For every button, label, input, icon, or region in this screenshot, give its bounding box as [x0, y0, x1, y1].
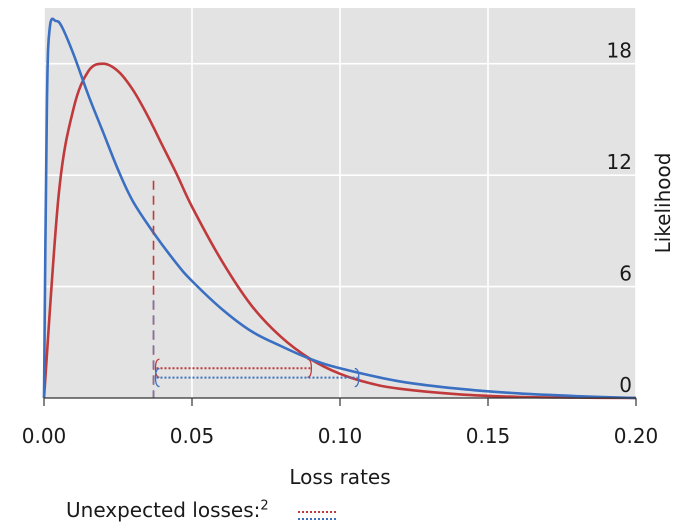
y-tick-label-1: 6	[619, 262, 632, 286]
y-axis-ticks: 0 6 12 18	[607, 39, 632, 397]
range-bracket-left-0	[154, 358, 160, 378]
unexpected-loss-annotations	[152, 180, 360, 398]
legend-label-text: Unexpected losses:	[66, 498, 261, 522]
legend-unexpected-losses: Unexpected losses:2	[66, 498, 269, 522]
range-bracket-right-1	[354, 367, 360, 388]
grid	[43, 8, 637, 398]
y-axis-title: Likelihood	[651, 153, 675, 254]
x-tick-label-1: 0.05	[170, 424, 215, 448]
range-bracket-right-0	[307, 358, 313, 378]
range-bracket-left-1	[154, 367, 160, 388]
legend-key	[298, 511, 336, 520]
x-tick-label-4: 0.20	[614, 424, 659, 448]
x-axis-ticks: 0.00 0.05 0.10 0.15 0.20	[22, 398, 659, 448]
y-tick-label-0: 0	[619, 373, 632, 397]
series-curves	[42, 17, 637, 400]
y-tick-label-2: 12	[607, 150, 632, 174]
series-line-0	[42, 62, 637, 400]
y-tick-label-3: 18	[607, 39, 632, 63]
x-tick-label-2: 0.10	[318, 424, 363, 448]
series-line-1	[42, 17, 637, 400]
x-tick-label-3: 0.15	[466, 424, 511, 448]
x-axis-title: Loss rates	[289, 465, 390, 489]
x-tick-label-0: 0.00	[22, 424, 67, 448]
legend-footnote-marker: 2	[260, 498, 269, 514]
